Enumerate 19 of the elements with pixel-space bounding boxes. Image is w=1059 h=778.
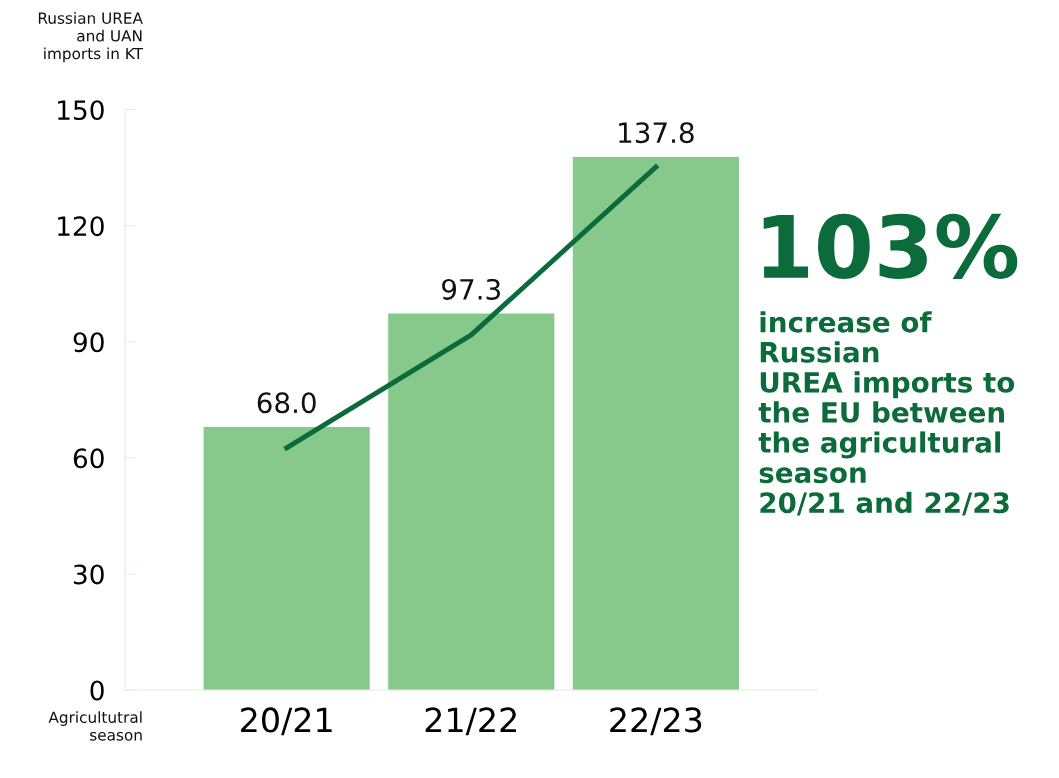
annotation: increase of Russian UREA imports to the EU between the agricultural season 20/21 and 22/23: [758, 311, 1015, 516]
y-tick-label: 150: [58, 100, 104, 121]
y-tick-label: 60: [73, 448, 104, 469]
annotation: 103%: [763, 213, 1018, 279]
y-tick-label: 120: [58, 216, 104, 237]
x-tick-label: 21/22: [425, 707, 516, 736]
data-label: 97.3: [442, 278, 500, 300]
x-axis-title: Agricultutral season: [48, 711, 142, 741]
data-label: 137.8: [619, 122, 694, 144]
bar: [388, 313, 555, 691]
y-tick-label: 90: [73, 332, 104, 353]
data-label: 68.0: [257, 392, 316, 414]
y-tick-label: 0: [90, 680, 104, 701]
y-axis-title: Russian UREA and UAN imports in KT: [38, 12, 144, 63]
bar: [572, 156, 739, 691]
bar: [203, 426, 370, 691]
y-tick-label: 30: [73, 564, 104, 585]
x-tick-label: 22/23: [610, 707, 702, 736]
x-tick-label: 20/21: [241, 707, 332, 736]
